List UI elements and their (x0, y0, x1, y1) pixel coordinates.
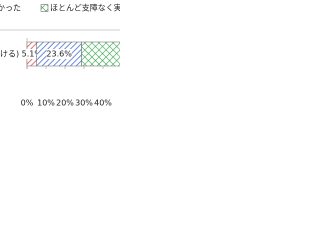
value-label-bg (46, 49, 72, 59)
category-label: ける) (0, 50, 19, 59)
bar-segment (81, 41, 120, 67)
x-tick-label: 40% (94, 99, 112, 108)
legend-swatch (40, 4, 49, 12)
chart: かった ほとんど支障なく実施 0%10%20%30%40% ける)5.1%23.6% (0, 3, 120, 108)
page: {"chart_data": {"type": "stacked-bar-hor… (0, 0, 120, 120)
legend-label: ほとんど支障なく実施 (50, 3, 120, 13)
value-label: 23.6% (46, 50, 72, 59)
x-tick-label: 30% (75, 99, 93, 108)
x-tick-label: 0% (21, 99, 34, 108)
x-tick-label: 20% (56, 99, 74, 108)
x-tick-label: 10% (37, 99, 55, 108)
value-label-bg (21, 49, 43, 59)
value-label: 5.1% (22, 50, 43, 59)
legend-label: かった (0, 4, 21, 13)
